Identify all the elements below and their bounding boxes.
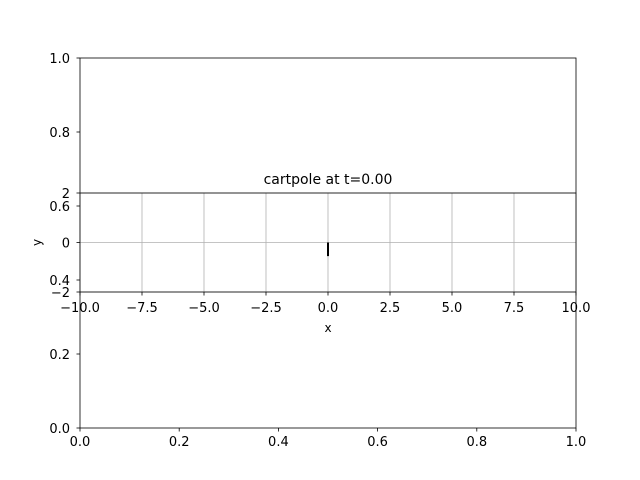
cp-x-tick-label: 2.5 [380, 301, 401, 316]
background-y-ticks: 0.0 0.2 0.4 0.6 0.8 1.0 [49, 52, 80, 437]
background-x-ticks: 0.0 0.2 0.4 0.6 0.8 1.0 [70, 428, 587, 450]
bg-x-tick-label: 0.0 [70, 435, 91, 450]
bg-x-tick-label: 0.2 [169, 435, 190, 450]
bg-x-tick-label: 0.4 [268, 435, 289, 450]
bg-x-tick-label: 0.8 [466, 435, 487, 450]
cp-x-tick-label: 10.0 [562, 301, 591, 316]
cp-x-tick-label: 0.0 [318, 301, 339, 316]
cp-x-tick-label: −2.5 [250, 301, 282, 316]
cartpole-y-axis-label: y [30, 239, 44, 246]
cp-x-tick-label: −10.0 [60, 301, 100, 316]
cp-x-tick-label: 5.0 [442, 301, 463, 316]
bg-y-tick-label: 0.8 [49, 126, 70, 141]
cp-y-tick-label: 0 [62, 237, 70, 252]
cp-x-tick-label: −5.0 [188, 301, 220, 316]
cartpole-x-ticks: −10.0 −7.5 −5.0 −2.5 0.0 2.5 5.0 7.5 10.0 [60, 292, 590, 316]
cp-y-tick-label: 2 [62, 187, 70, 202]
bg-y-tick-label: 1.0 [49, 52, 70, 67]
bg-x-tick-label: 0.6 [367, 435, 388, 450]
cartpole-x-axis-label: x [324, 321, 331, 335]
bg-y-tick-label: 0.0 [49, 422, 70, 437]
cartpole-axes: −10.0 −7.5 −5.0 −2.5 0.0 2.5 5.0 7.5 10.0 −2 0 2 c… [30, 172, 590, 335]
bg-x-tick-label: 1.0 [566, 435, 587, 450]
cartpole-y-ticks: −2 0 2 [51, 187, 80, 301]
cartpole-title: cartpole at t=0.00 [264, 172, 393, 188]
bg-y-tick-label: 0.4 [49, 274, 70, 289]
cp-x-tick-label: 7.5 [504, 301, 525, 316]
cp-y-tick-label: −2 [51, 286, 70, 301]
bg-y-tick-label: 0.2 [49, 348, 70, 363]
cp-x-tick-label: −7.5 [126, 301, 158, 316]
bg-y-tick-label: 0.6 [49, 200, 70, 215]
